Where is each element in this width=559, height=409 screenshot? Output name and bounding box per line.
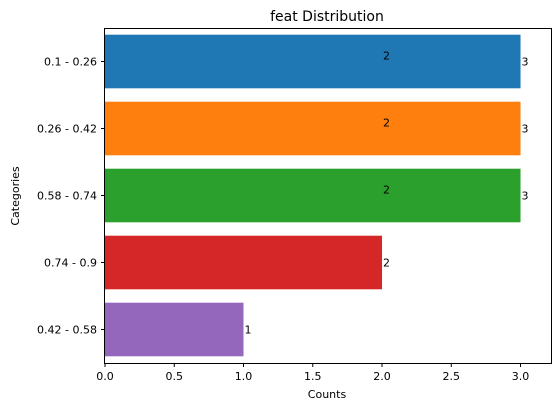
chart-title: feat Distribution xyxy=(270,9,384,25)
x-tick-label: 0.5 xyxy=(166,370,184,383)
y-tick-label: 0.58 - 0.74 xyxy=(37,190,97,203)
x-axis-label: Counts xyxy=(308,388,347,401)
y-tick-label: 0.74 - 0.9 xyxy=(44,257,97,270)
x-tick-label: 0.0 xyxy=(96,370,114,383)
bar-end-label: 2 xyxy=(383,257,390,270)
bar-end-label: 3 xyxy=(522,56,529,69)
x-tick-label: 1.5 xyxy=(304,370,322,383)
bar-1 xyxy=(105,101,521,156)
x-tick-label: 2.0 xyxy=(373,370,391,383)
x-ticks-group: 0.0 0.5 1.0 1.5 2.0 2.5 3.0 xyxy=(96,363,529,383)
y-tick-label: 0.42 - 0.58 xyxy=(37,324,97,337)
bar-end-label: 3 xyxy=(522,190,529,203)
bar-3 xyxy=(105,235,383,290)
x-tick-label: 3.0 xyxy=(512,370,530,383)
bar-mid-label: 2 xyxy=(383,117,390,130)
bar-end-label: 3 xyxy=(522,123,529,136)
bar-labels-group: 3 2 3 2 3 2 2 1 xyxy=(245,50,529,337)
bar-mid-label: 2 xyxy=(383,184,390,197)
bar-end-label: 1 xyxy=(245,324,252,337)
y-ticks-group: 0.1 - 0.26 0.26 - 0.42 0.58 - 0.74 0.74 - 0… xyxy=(37,56,105,337)
bar-mid-label: 2 xyxy=(383,50,390,63)
plot-frame xyxy=(104,28,552,364)
bars-group xyxy=(105,34,521,357)
x-tick-label: 1.0 xyxy=(235,370,253,383)
y-tick-label: 0.1 - 0.26 xyxy=(44,56,97,69)
bar-4 xyxy=(105,302,244,357)
y-axis-label: Categories xyxy=(9,166,22,226)
y-tick-label: 0.26 - 0.42 xyxy=(37,123,97,136)
bar-2 xyxy=(105,168,521,223)
bar-0 xyxy=(105,34,521,89)
x-tick-label: 2.5 xyxy=(443,370,461,383)
